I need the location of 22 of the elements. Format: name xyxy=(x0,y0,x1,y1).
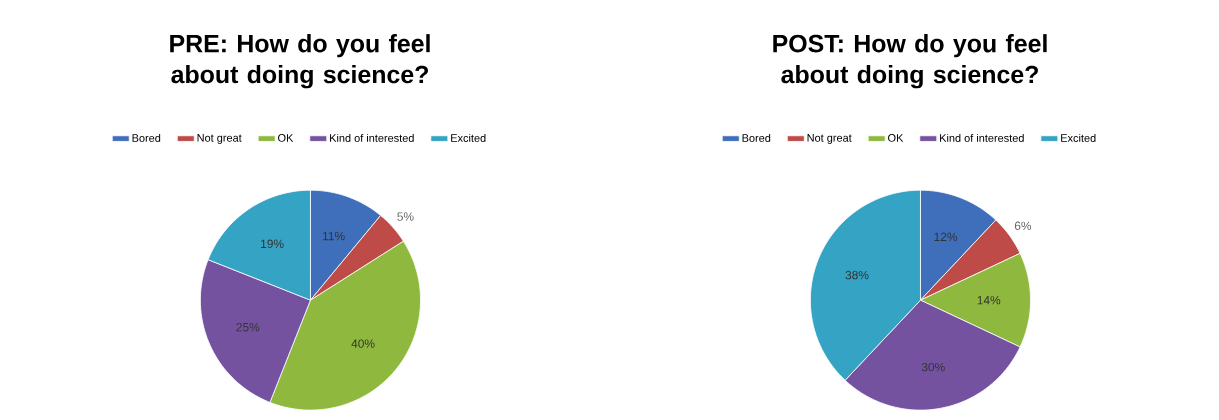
data-label: 14% xyxy=(977,295,1001,305)
legend-label: Bored xyxy=(742,133,771,142)
data-label: 11% xyxy=(322,231,345,241)
legend-label: Excited xyxy=(451,133,486,142)
legend-label: Excited xyxy=(1061,133,1096,142)
chart-title: PRE: How do you feel about doing science? xyxy=(170,34,430,89)
data-label: 30% xyxy=(921,362,945,372)
chart-title: POST: How do you feel about doing science? xyxy=(773,34,1047,89)
legend-label: Not great xyxy=(807,134,852,144)
data-label: 25% xyxy=(236,323,260,332)
legend-label: Kind of interested xyxy=(330,133,414,142)
legend-label: Bored xyxy=(132,133,161,142)
legend-label: Not great xyxy=(197,134,242,144)
data-label: 12% xyxy=(934,232,958,241)
data-label: 6% xyxy=(1014,221,1032,231)
data-label: 38% xyxy=(845,270,869,280)
data-label: 5% xyxy=(397,212,414,221)
legend-label: OK xyxy=(278,134,294,142)
legend-label: Kind of interested xyxy=(940,133,1024,142)
data-label: 40% xyxy=(351,339,375,348)
data-label: 19% xyxy=(261,239,284,248)
legend-label: OK xyxy=(888,134,904,142)
